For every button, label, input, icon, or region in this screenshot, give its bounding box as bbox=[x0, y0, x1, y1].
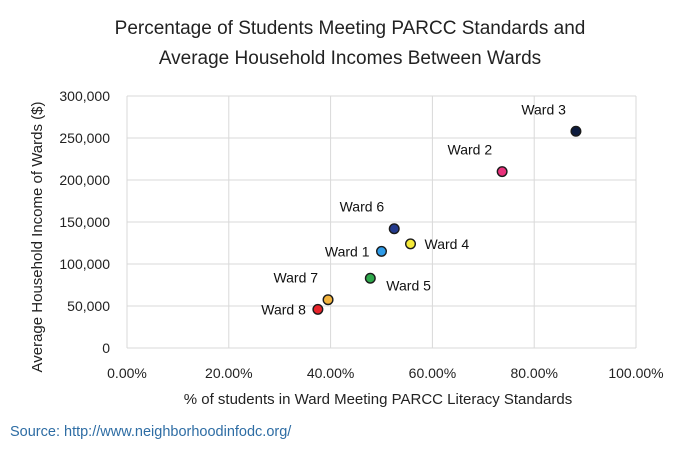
y-tick-label: 150,000 bbox=[59, 214, 110, 230]
x-tick-labels: 0.00% 20.00% 40.00% 60.00% 80.00% 100.00% bbox=[107, 365, 663, 381]
x-tick-label: 0.00% bbox=[107, 365, 147, 381]
point-label-ward-4: Ward 4 bbox=[425, 236, 470, 252]
data-point-ward-1 bbox=[376, 245, 388, 257]
y-tick-label: 50,000 bbox=[67, 298, 110, 314]
chart-title: Percentage of Students Meeting PARCC Sta… bbox=[0, 14, 700, 74]
point-label-ward-8: Ward 8 bbox=[261, 301, 306, 317]
y-tick-label: 250,000 bbox=[59, 130, 110, 146]
x-tick-label: 60.00% bbox=[409, 365, 456, 381]
chart-title-line-2: Average Household Incomes Between Wards bbox=[158, 48, 542, 69]
data-point-ward-7 bbox=[322, 294, 334, 306]
x-tick-label: 40.00% bbox=[307, 365, 354, 381]
source-note: Source: http://www.neighborhoodinfodc.or… bbox=[10, 424, 292, 440]
data-point-ward-3 bbox=[570, 125, 582, 137]
x-tick-label: 100.00% bbox=[608, 365, 663, 381]
point-label-ward-1: Ward 1 bbox=[325, 243, 370, 259]
data-point-ward-6 bbox=[388, 223, 400, 235]
x-tick-label: 20.00% bbox=[205, 365, 252, 381]
y-tick-label: 100,000 bbox=[59, 256, 110, 272]
point-label-ward-5: Ward 5 bbox=[386, 277, 431, 293]
data-point-ward-4 bbox=[405, 238, 417, 250]
point-labels: Ward 1 Ward 2 Ward 3 Ward 4 Ward 5 Ward 6 Ward… bbox=[261, 101, 566, 317]
point-label-ward-7: Ward 7 bbox=[273, 270, 318, 286]
point-label-ward-2: Ward 2 bbox=[448, 142, 493, 158]
x-tick-label: 80.00% bbox=[510, 365, 557, 381]
point-label-ward-6: Ward 6 bbox=[340, 199, 385, 215]
y-tick-labels: 0 50,000 100,000 150,000 200,000 250,000 300,0… bbox=[59, 88, 110, 356]
y-tick-label: 0 bbox=[102, 340, 110, 356]
y-tick-label: 300,000 bbox=[59, 88, 110, 104]
data-point-ward-5 bbox=[364, 272, 376, 284]
y-tick-label: 200,000 bbox=[59, 172, 110, 188]
y-gridlines bbox=[127, 95, 636, 349]
data-points bbox=[312, 125, 582, 315]
data-point-ward-2 bbox=[496, 166, 508, 178]
y-axis-label: Average Household Income of Wards ($) bbox=[29, 102, 46, 373]
chart-title-line-1: Percentage of Students Meeting PARCC Sta… bbox=[114, 18, 586, 39]
x-axis-label: % of students in Ward Meeting PARCC Lite… bbox=[184, 391, 573, 408]
data-point-ward-8 bbox=[312, 303, 324, 315]
point-label-ward-3: Ward 3 bbox=[521, 101, 566, 117]
